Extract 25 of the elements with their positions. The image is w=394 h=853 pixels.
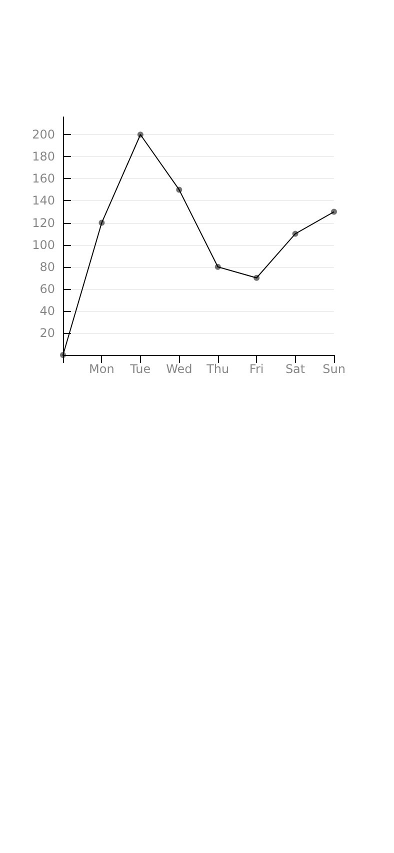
x-tick-label: Sun (322, 362, 346, 376)
point (98, 220, 105, 226)
x-tick-label: Thu (206, 362, 230, 376)
point (292, 230, 298, 237)
y-tick-label: 160 (32, 172, 55, 186)
x-tick-label: Mon (89, 362, 114, 376)
y-tick-label: 20 (40, 326, 55, 340)
y-tick-label: 180 (32, 150, 55, 164)
x-tick-label: Fri (249, 362, 264, 376)
y-tick-label: 100 (32, 238, 55, 252)
y-tick-label: 60 (40, 282, 55, 296)
y-tick-label: 200 (32, 128, 55, 142)
x-tick-label: Tue (129, 362, 151, 376)
point (137, 132, 144, 138)
point (254, 274, 260, 281)
point (176, 186, 182, 193)
y-tick-label: 40 (40, 304, 55, 318)
point (331, 208, 337, 215)
x-tick-label: Sat (285, 362, 306, 376)
x-tick-label: Wed (166, 362, 192, 376)
point (214, 264, 221, 270)
point (60, 352, 66, 358)
y-tick-label: 140 (32, 194, 55, 208)
y-tick-label: 80 (40, 260, 55, 274)
y-tick-label: 120 (32, 216, 55, 230)
